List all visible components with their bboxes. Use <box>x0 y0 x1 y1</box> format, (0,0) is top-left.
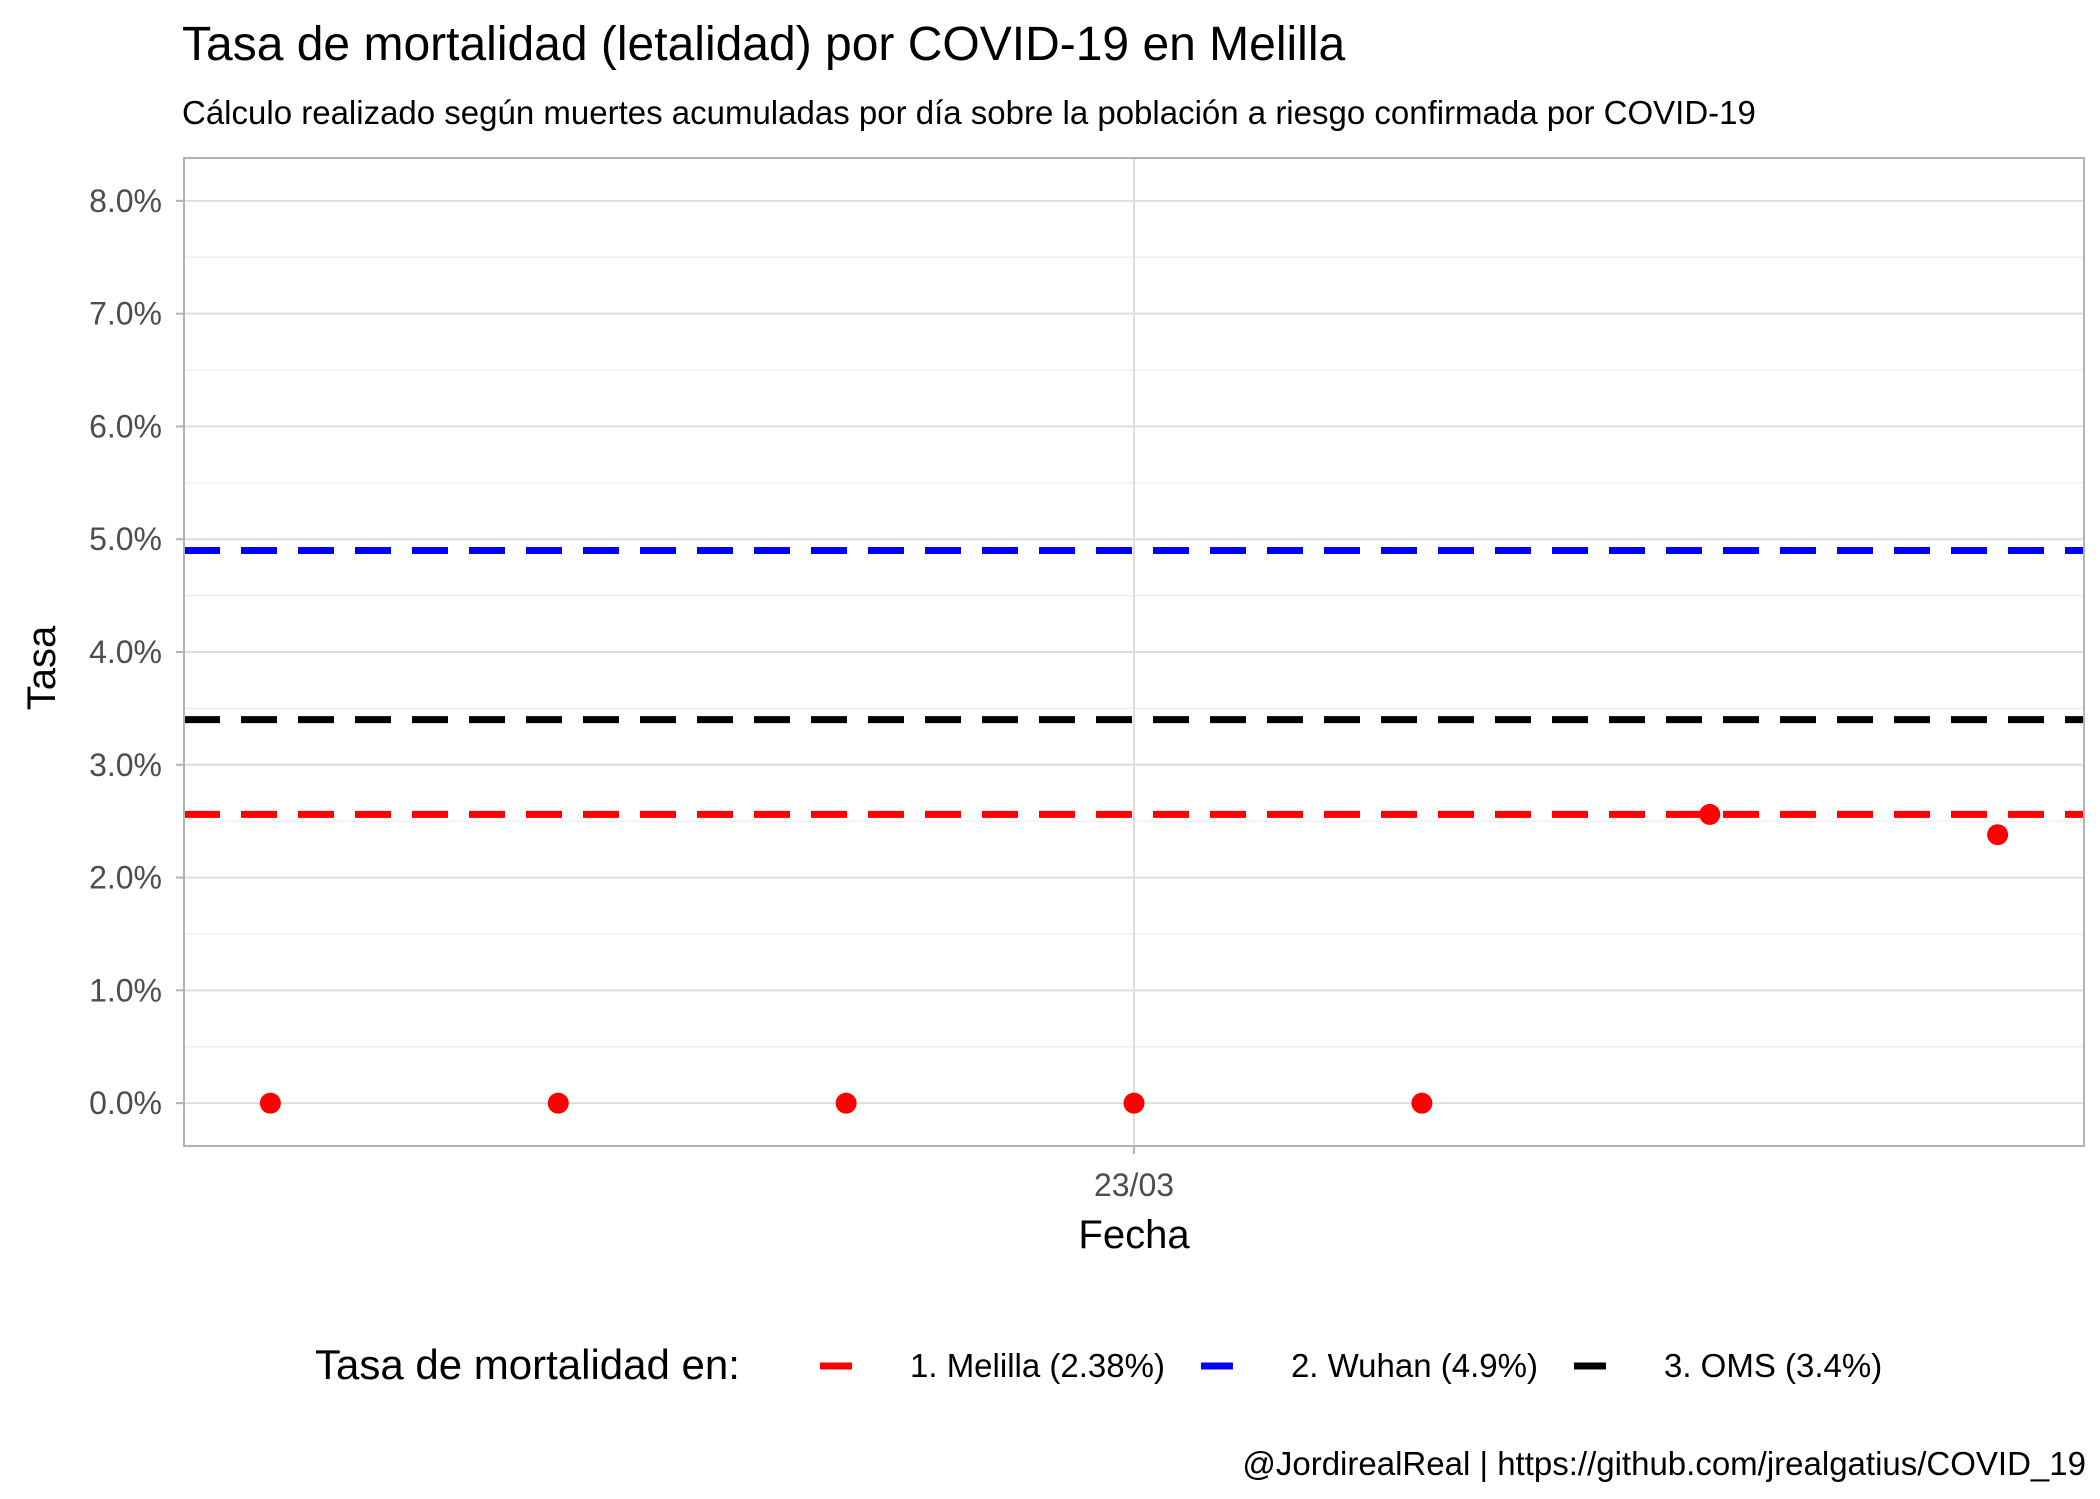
y-tick-label: 7.0% <box>89 296 162 332</box>
y-tick-label: 5.0% <box>89 521 162 557</box>
legend-label: 1. Melilla (2.38%) <box>910 1347 1165 1384</box>
y-tick-label: 0.0% <box>89 1085 162 1121</box>
y-tick-label: 6.0% <box>89 408 162 444</box>
chart-title: Tasa de mortalidad (letalidad) por COVID… <box>182 18 1346 71</box>
y-tick-label: 2.0% <box>89 860 162 896</box>
data-point <box>1411 1092 1433 1114</box>
x-axis-ticks: 23/03 <box>1094 1146 1174 1203</box>
y-axis-ticks: 0.0% 1.0% 2.0% 3.0% 4.0% 5.0% 6.0% 7.0% 8.0% <box>89 183 184 1121</box>
data-point <box>547 1092 569 1114</box>
chart-caption: @JordirealReal | https://github.com/jrea… <box>1242 1445 2086 1482</box>
reference-lines <box>184 546 2084 818</box>
data-point <box>1987 824 2009 846</box>
legend-label: 3. OMS (3.4%) <box>1664 1347 1882 1384</box>
y-tick-label: 3.0% <box>89 747 162 783</box>
y-tick-label: 8.0% <box>89 183 162 219</box>
x-axis-label: Fecha <box>1078 1213 1190 1257</box>
data-point <box>1123 1092 1145 1114</box>
x-tick-label: 23/03 <box>1094 1167 1174 1203</box>
data-point <box>259 1092 281 1114</box>
legend-title: Tasa de mortalidad en: <box>315 1341 740 1388</box>
data-point <box>1699 803 1721 825</box>
data-point <box>835 1092 857 1114</box>
legend: 1. Melilla (2.38%) 2. Wuhan (4.9%) 3. OMS … <box>820 1347 1882 1384</box>
legend-label: 2. Wuhan (4.9%) <box>1291 1347 1538 1384</box>
data-points <box>259 803 2009 1114</box>
grid-major <box>184 158 2084 1146</box>
chart-subtitle: Cálculo realizado según muertes acumulad… <box>182 94 1756 131</box>
y-tick-label: 4.0% <box>89 634 162 670</box>
y-axis-label: Tasa <box>20 625 64 710</box>
y-tick-label: 1.0% <box>89 972 162 1008</box>
